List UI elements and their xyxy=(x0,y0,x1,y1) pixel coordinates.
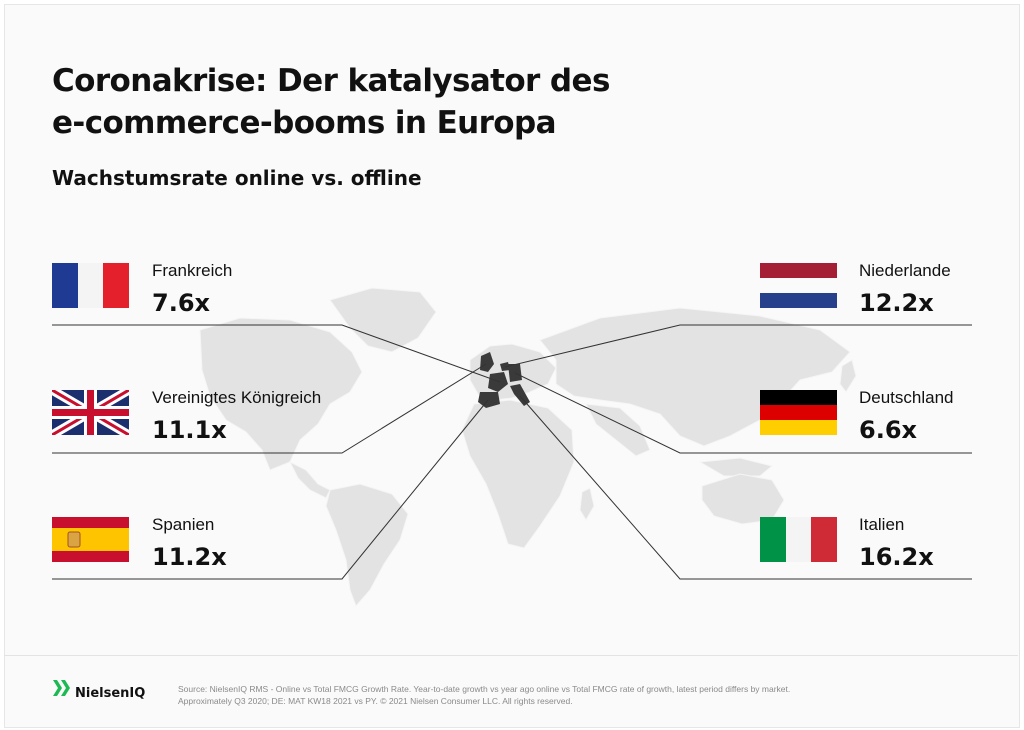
connector-niederlande xyxy=(504,324,972,368)
country-deutschland: Deutschland 6.6x xyxy=(859,388,954,445)
map-central-america xyxy=(288,460,331,499)
italy-flag-icon xyxy=(760,517,837,562)
country-italien: Italien 16.2x xyxy=(859,515,934,572)
brand-name: NielsenIQ xyxy=(75,686,146,701)
country-name: Vereinigtes Königreich xyxy=(152,388,322,407)
map-france-shape xyxy=(488,372,508,392)
spain-flag-icon xyxy=(52,517,129,562)
growth-value: 7.6x xyxy=(152,289,210,317)
country-name: Deutschland xyxy=(859,388,954,407)
growth-value: 11.2x xyxy=(152,543,227,571)
footer-divider xyxy=(4,655,1018,656)
country-vereinigtes-koenigreich: Vereinigtes Königreich 11.1x xyxy=(152,388,321,445)
map-madagascar xyxy=(579,487,595,521)
map-south-america xyxy=(325,483,409,607)
title-line-1: Coronakrise: Der katalysator des xyxy=(52,63,610,99)
france-flag-icon xyxy=(52,263,129,308)
connector-italien xyxy=(519,395,972,580)
map-spain-shape xyxy=(478,392,500,408)
germany-flag-icon xyxy=(760,390,837,435)
growth-value: 16.2x xyxy=(859,543,934,571)
title-line-2: e-commerce-booms in Europa xyxy=(52,105,557,141)
country-frankreich: Frankreich 7.6x xyxy=(152,261,232,318)
page-title: Coronakrise: Der katalysator des e-comme… xyxy=(52,60,752,144)
map-greenland xyxy=(329,287,437,353)
map-north-america xyxy=(199,317,363,471)
connector-frankreich xyxy=(52,324,501,383)
map-indonesia xyxy=(698,457,774,477)
source-note: Source: NielsenIQ RMS - Online vs Total … xyxy=(178,683,858,707)
netherlands-flag-icon xyxy=(760,263,837,308)
nielseniq-logo-icon xyxy=(53,680,70,696)
connector-vereinigtes-koenigreich xyxy=(52,363,487,454)
country-name: Spanien xyxy=(152,515,215,534)
map-italy-shape xyxy=(510,384,530,406)
growth-value: 6.6x xyxy=(859,416,917,444)
source-line-1: Source: NielsenIQ RMS - Online vs Total … xyxy=(178,684,791,694)
connector-spanien xyxy=(52,399,489,580)
country-name: Italien xyxy=(859,515,905,534)
uk-flag-icon xyxy=(52,390,129,435)
country-spanien: Spanien 11.2x xyxy=(152,515,227,572)
map-africa xyxy=(461,399,575,549)
growth-value: 11.1x xyxy=(152,416,227,444)
map-japan xyxy=(839,359,857,393)
source-line-2: Approximately Q3 2020; DE: MAT KW18 2021… xyxy=(178,696,573,706)
country-niederlande: Niederlande 12.2x xyxy=(859,261,951,318)
connector-deutschland xyxy=(514,372,972,454)
map-south-asia xyxy=(585,403,651,457)
country-name: Frankreich xyxy=(152,261,233,280)
chart-subtitle: Wachstumsrate online vs. offline xyxy=(52,166,422,190)
country-name: Niederlande xyxy=(859,261,951,280)
growth-value: 12.2x xyxy=(859,289,934,317)
map-uk-shape xyxy=(480,352,494,372)
map-asia xyxy=(539,307,851,447)
